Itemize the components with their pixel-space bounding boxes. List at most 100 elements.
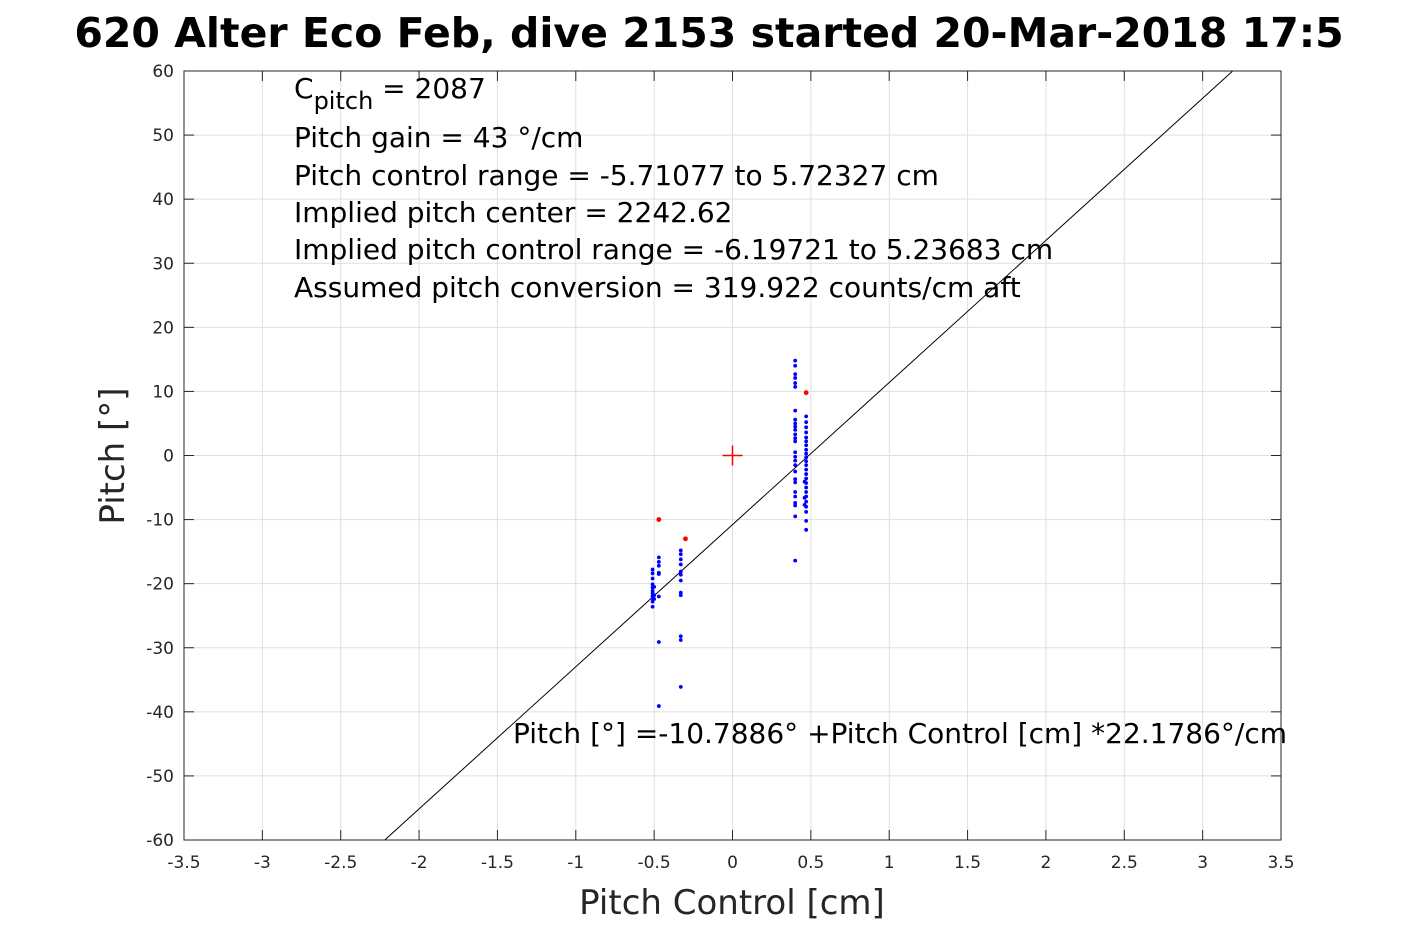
data-point — [804, 485, 809, 490]
fit-line-group — [384, 70, 1234, 841]
y-tick-label: -30 — [146, 639, 174, 659]
data-point — [802, 502, 807, 507]
data-point — [804, 455, 809, 460]
data-point — [793, 424, 798, 429]
data-point — [793, 432, 798, 437]
y-tick-label: 60 — [152, 62, 174, 82]
data-point — [678, 557, 683, 562]
data-point — [804, 527, 809, 532]
data-point — [793, 421, 798, 426]
data-point — [652, 593, 657, 598]
data-point — [656, 704, 661, 708]
data-point — [793, 480, 798, 485]
c-pitch-prefix: C — [294, 72, 314, 105]
data-point — [804, 490, 809, 494]
data-point — [804, 451, 809, 456]
data-point — [652, 597, 657, 601]
data-point — [793, 436, 798, 441]
y-tick-label: -60 — [146, 831, 174, 851]
data-point — [678, 638, 683, 642]
outlier-point — [803, 390, 809, 396]
data-point — [656, 559, 661, 564]
x-axis-label: Pitch Control [cm] — [579, 883, 885, 923]
data-point — [804, 447, 809, 452]
data-point — [804, 476, 809, 481]
data-point — [793, 372, 798, 377]
x-tick-label: -2 — [411, 853, 428, 873]
x-tick-label: -2.5 — [324, 853, 357, 873]
data-point — [793, 363, 798, 368]
data-point — [793, 469, 798, 474]
data-point — [804, 472, 809, 476]
data-point — [793, 494, 798, 499]
y-tick-label: 30 — [152, 254, 174, 274]
data-points — [650, 358, 809, 708]
x-tick-label: 0 — [727, 853, 738, 873]
data-point — [804, 430, 809, 435]
annotation-implied-range: Implied pitch control range = -6.19721 t… — [294, 233, 1053, 266]
data-point — [678, 548, 683, 553]
data-point — [804, 463, 809, 468]
x-tick-label: 2.5 — [1111, 853, 1138, 873]
outlier-point — [683, 536, 688, 542]
data-point — [656, 594, 661, 599]
y-tick-label: 40 — [152, 190, 174, 210]
data-point — [793, 376, 798, 380]
data-point — [678, 634, 683, 639]
y-axis-label: Pitch [°] — [93, 387, 133, 524]
data-point — [650, 604, 655, 609]
data-point — [804, 420, 809, 425]
data-point — [793, 463, 798, 468]
y-tick-label: 20 — [152, 318, 174, 338]
y-tick-label: -50 — [146, 767, 174, 787]
x-tick-label: 3.5 — [1267, 853, 1294, 873]
data-point — [793, 427, 798, 432]
data-point — [652, 584, 657, 589]
data-point — [678, 593, 683, 598]
c-pitch-value: = 2087 — [373, 72, 486, 105]
data-point — [804, 509, 809, 514]
annotation-pitch-gain: Pitch gain = 43 °/cm — [294, 121, 583, 154]
data-point — [804, 518, 809, 523]
x-tick-label: -3.5 — [167, 853, 200, 873]
fit-line — [384, 70, 1234, 841]
chart-title: 620 Alter Eco Feb, dive 2153 started 20-… — [74, 9, 1343, 57]
data-point — [793, 558, 798, 563]
data-point — [650, 571, 655, 576]
data-point — [656, 555, 661, 560]
data-point — [804, 435, 809, 440]
data-point — [793, 490, 798, 494]
data-point — [804, 425, 809, 430]
x-tick-label: -0.5 — [638, 853, 671, 873]
data-point — [650, 567, 655, 572]
c-pitch-annotation: Cpitch = 2087 — [294, 72, 486, 115]
y-tick-label: -10 — [146, 511, 174, 531]
data-point — [793, 439, 798, 444]
data-point — [656, 563, 661, 568]
data-point — [802, 495, 807, 500]
outlier-point — [656, 517, 662, 522]
y-tick-label: 10 — [152, 382, 174, 402]
annotation-control-range: Pitch control range = -5.71077 to 5.7232… — [294, 159, 939, 192]
data-point — [804, 439, 809, 444]
x-tick-label: -1 — [567, 853, 584, 873]
y-tick-label: 0 — [163, 447, 174, 467]
data-point — [793, 450, 798, 455]
data-point — [804, 443, 809, 448]
data-point — [793, 358, 798, 363]
center-marker-group — [722, 445, 743, 466]
data-point — [656, 640, 661, 644]
x-tick-label: 0.5 — [797, 853, 824, 873]
data-point — [678, 552, 683, 557]
data-point — [793, 385, 798, 389]
data-point — [793, 458, 798, 463]
data-point — [793, 408, 798, 413]
x-tick-label: -1.5 — [481, 853, 514, 873]
x-tick-label: -3 — [254, 853, 271, 873]
data-point — [656, 572, 661, 576]
x-tick-label: 1 — [884, 853, 895, 873]
data-point — [650, 576, 655, 581]
data-point — [793, 477, 798, 482]
data-point — [793, 381, 798, 385]
